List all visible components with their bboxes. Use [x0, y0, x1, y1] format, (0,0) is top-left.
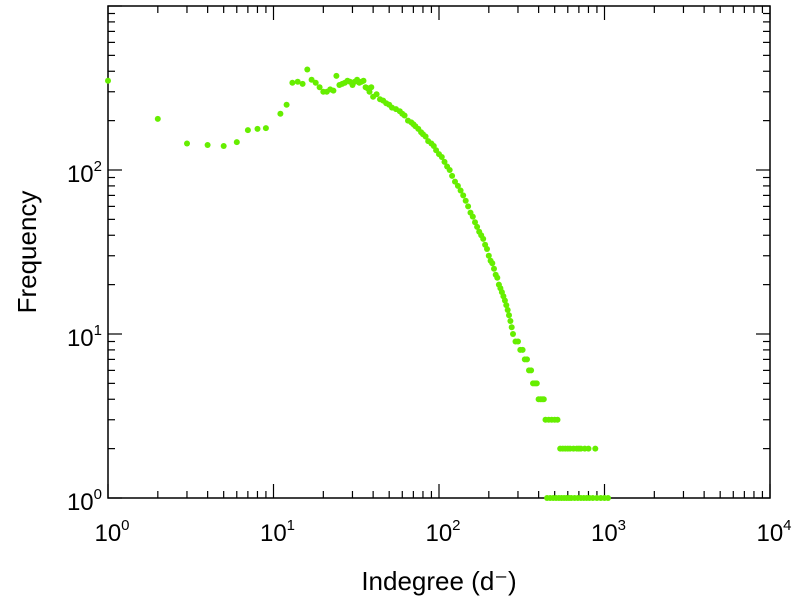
data-point: [540, 396, 547, 403]
data-point: [592, 445, 599, 452]
data-point: [585, 445, 592, 452]
data-point: [494, 274, 501, 281]
axis-ticks: [107, 5, 771, 499]
data-point: [449, 172, 456, 179]
data-point: [401, 112, 408, 119]
x-tick-label: 103: [591, 517, 626, 547]
data-point: [360, 77, 367, 84]
data-point: [460, 192, 467, 199]
data-point: [299, 80, 306, 87]
data-point: [373, 91, 380, 98]
data-point: [508, 324, 515, 331]
data-point: [312, 79, 319, 86]
data-point: [501, 297, 508, 304]
data-point: [519, 346, 526, 353]
data-point: [589, 495, 596, 501]
data-point: [452, 178, 458, 185]
data-point: [515, 338, 521, 345]
data-point: [304, 66, 311, 73]
data-point: [438, 154, 445, 160]
data-point: [283, 101, 290, 108]
x-axis-label: Indegree (d⁻): [361, 566, 516, 596]
data-point: [105, 77, 111, 84]
data-point: [489, 260, 496, 267]
data-point: [504, 307, 511, 313]
data-point: [233, 139, 240, 146]
data-point: [507, 318, 514, 324]
data-point: [446, 167, 453, 173]
x-tick-label: 104: [756, 517, 791, 547]
data-point: [422, 133, 429, 140]
data-point: [465, 203, 472, 210]
y-tick-label: 100: [67, 486, 102, 516]
data-point: [503, 302, 510, 309]
data-point: [491, 265, 497, 272]
data-point: [262, 125, 269, 132]
data-point: [474, 223, 481, 230]
y-axis-label: Frequency: [12, 191, 42, 314]
data-point: [484, 246, 490, 252]
data-point: [462, 197, 469, 204]
data-point: [254, 125, 261, 132]
data-point: [330, 87, 337, 94]
data-point: [469, 213, 476, 220]
data-point: [554, 416, 561, 423]
data-point: [528, 367, 535, 374]
x-tick-label: 102: [425, 517, 460, 547]
data-point: [366, 88, 373, 95]
data-point: [333, 72, 340, 79]
data-point: [533, 380, 540, 387]
data-point: [485, 252, 492, 259]
data-point: [244, 127, 251, 134]
data-point: [480, 235, 487, 242]
data-point: [308, 76, 315, 83]
data-point: [316, 84, 323, 91]
x-tick-label: 101: [260, 517, 295, 547]
data-point: [506, 312, 512, 319]
x-tick-labels: 100 101 102 103 104: [94, 517, 791, 547]
data-point: [220, 143, 227, 149]
data-point: [289, 79, 296, 86]
data-point: [277, 110, 284, 117]
data-point: [441, 158, 448, 165]
data-point: [472, 219, 478, 226]
y-tick-label: 101: [67, 322, 102, 352]
data-point: [204, 142, 211, 148]
data-point: [454, 182, 461, 189]
x-tick-label: 100: [94, 517, 129, 547]
data-points: [105, 66, 611, 501]
data-point: [605, 495, 611, 501]
data-point: [184, 140, 190, 147]
plot-frame: [107, 5, 771, 499]
y-tick-labels: 100 101 102: [67, 158, 102, 516]
data-point: [510, 331, 516, 337]
data-point: [457, 187, 464, 194]
data-point: [294, 78, 301, 85]
data-point: [368, 84, 375, 91]
data-point: [524, 356, 530, 363]
y-tick-label: 102: [67, 158, 102, 188]
data-point: [154, 115, 161, 122]
